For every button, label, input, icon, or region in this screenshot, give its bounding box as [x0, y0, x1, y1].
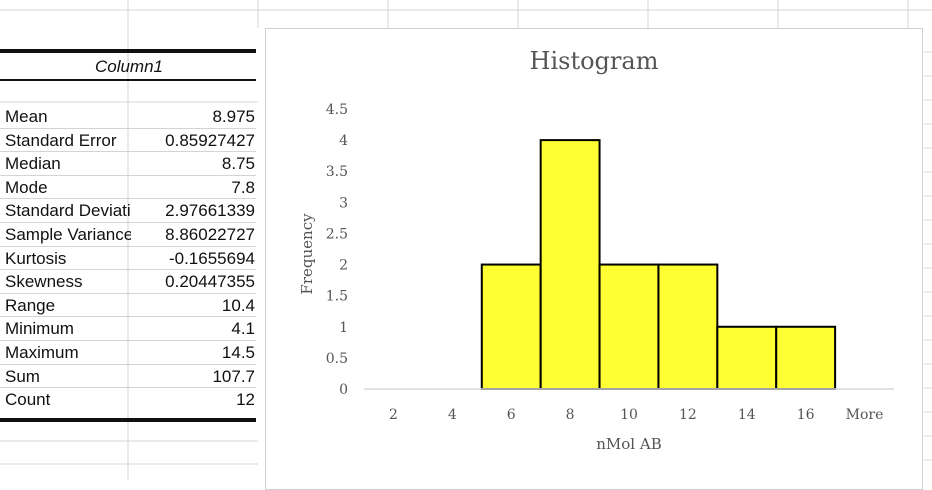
histogram-bar[interactable] [480, 263, 542, 390]
x-tick-label: 12 [679, 407, 697, 423]
histogram-bar[interactable] [716, 325, 778, 390]
histogram-bar[interactable] [775, 325, 837, 390]
stat-row[interactable]: Kurtosis -0.1655694 [0, 247, 258, 271]
stat-label: Kurtosis [5, 248, 67, 268]
stat-label: Median [5, 154, 61, 174]
stat-label: Minimum [5, 319, 74, 339]
y-axis-label: Frequency [298, 213, 316, 295]
x-axis-label: nMol AB [596, 435, 661, 453]
x-tick-label: 2 [389, 407, 398, 423]
stat-row[interactable]: Mode 7.8 [0, 176, 258, 200]
y-tick-label: 4 [339, 133, 348, 149]
stat-row[interactable]: Mean 8.975 [0, 105, 258, 129]
stat-value: 7.8 [231, 177, 255, 197]
table-top-border [0, 49, 256, 53]
histogram-bar[interactable] [657, 263, 719, 390]
row-divider [0, 269, 256, 271]
y-tick-label: 2 [339, 258, 348, 274]
histogram-chart[interactable]: Histogram 0 0.5 1 1.5 2 2.5 3 3.5 4 4.5 2 4 6 8 10 12 14… [265, 28, 923, 490]
stat-value: 10.4 [221, 295, 255, 315]
x-tick-label: 4 [448, 407, 457, 423]
histogram-bar[interactable] [539, 139, 601, 390]
stat-value: 2.97661339 [165, 201, 255, 221]
y-tick-label: 1 [339, 320, 348, 336]
row-divider [0, 363, 256, 365]
stat-label: Range [5, 295, 56, 315]
stat-value: 107.7 [212, 366, 255, 386]
stat-label: Sum [5, 366, 40, 386]
stat-value: 0.20447355 [165, 272, 255, 292]
stat-value: 12 [236, 390, 255, 410]
stat-row[interactable]: Range 10.4 [0, 294, 258, 318]
stat-label: Mode [5, 177, 48, 197]
x-tick-label: 14 [738, 407, 756, 423]
histogram-bar[interactable] [598, 263, 660, 390]
stat-row[interactable]: Maximum 14.5 [0, 341, 258, 365]
x-tick-label: 10 [620, 407, 638, 423]
stat-label: Standard Deviation [5, 201, 131, 221]
stat-label: Maximum [5, 343, 79, 362]
x-tick-label: 16 [797, 407, 815, 423]
column-header[interactable]: Column1 [94, 57, 164, 76]
stat-row[interactable]: Sum 107.7 [0, 365, 258, 389]
x-tick-label: 6 [507, 407, 516, 423]
stat-value: 14.5 [221, 343, 255, 362]
chart-title: Histogram [529, 47, 659, 75]
stat-value: 8.75 [221, 154, 255, 174]
stat-label: Mean [5, 107, 48, 126]
y-tick-label: 3 [339, 195, 348, 211]
stat-row[interactable]: Sample Variance 8.86022727 [0, 223, 258, 247]
table-bottom-border [0, 418, 256, 422]
x-tick-label: 8 [566, 407, 575, 423]
row-divider [0, 127, 256, 129]
y-tick-label: 4.5 [326, 102, 348, 118]
row-divider [0, 174, 256, 176]
row-divider [0, 292, 256, 294]
stat-value: -0.1655694 [168, 248, 255, 268]
histogram-plot: 0 0.5 1 1.5 2 2.5 3 3.5 4 4.5 2 4 6 8 10 12 14 16 More nMol… [298, 102, 894, 453]
stat-value: 8.86022727 [165, 225, 255, 244]
row-divider [0, 340, 256, 341]
stat-label: Sample Variance [5, 225, 131, 244]
stat-value: 4.1 [231, 319, 255, 339]
stat-row[interactable]: Median 8.75 [0, 152, 258, 176]
y-tick-label: 0.5 [326, 351, 348, 367]
stat-row[interactable]: Minimum 4.1 [0, 317, 258, 341]
row-divider [0, 222, 256, 223]
stat-value: 0.85927427 [165, 130, 255, 150]
y-tick-label: 3.5 [326, 164, 348, 180]
stat-row[interactable]: Skewness 0.20447355 [0, 270, 258, 294]
stat-row[interactable]: Count 12 [0, 388, 258, 412]
row-divider [0, 198, 256, 200]
y-tick-label: 0 [339, 382, 348, 398]
header-underline [0, 79, 256, 81]
stat-label: Skewness [5, 272, 83, 292]
y-tick-label: 2.5 [326, 226, 348, 242]
stat-row[interactable]: Standard Error 0.85927427 [0, 129, 258, 153]
stat-label: Count [5, 390, 51, 410]
row-divider [0, 387, 256, 389]
stat-value: 8.975 [212, 107, 255, 126]
row-divider [0, 151, 256, 153]
row-divider [0, 316, 256, 318]
stat-label: Standard Error [5, 130, 117, 150]
stat-row[interactable]: Standard Deviation 2.97661339 [0, 199, 258, 223]
x-tick-label: More [846, 407, 884, 423]
y-tick-label: 1.5 [326, 289, 348, 305]
row-divider [0, 245, 256, 247]
